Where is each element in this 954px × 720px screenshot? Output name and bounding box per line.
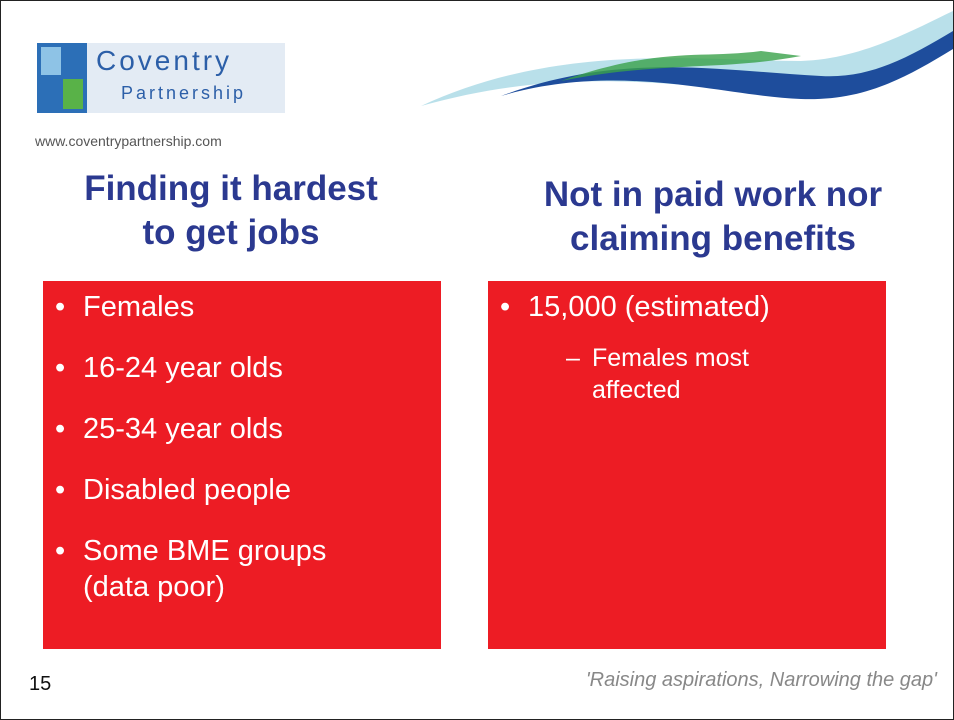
logo-url: www.coventrypartnership.com bbox=[35, 133, 222, 149]
bullet: • bbox=[55, 291, 66, 323]
text-line: Females most bbox=[592, 344, 749, 372]
bullet-item: • 25-34 year olds bbox=[55, 411, 283, 447]
logo-name: Coventry bbox=[96, 45, 233, 76]
tagline: 'Raising aspirations, Narrowing the gap' bbox=[585, 669, 937, 691]
content-box: • Females • 16-24 year olds • 25-34 year olds… bbox=[43, 281, 441, 649]
decor bbox=[37, 11, 953, 113]
bullet: • bbox=[55, 352, 66, 384]
bullet-item: • Females bbox=[55, 289, 195, 325]
bullet-item: • Some BME groups (data poor) bbox=[55, 533, 327, 605]
text-line: affected bbox=[592, 376, 681, 404]
column-heading: Finding it hardest to get jobs bbox=[1, 167, 461, 255]
text-line: to get jobs bbox=[142, 213, 320, 252]
text-line: 15,000 (estimated) bbox=[528, 291, 770, 323]
dash: – bbox=[566, 344, 580, 372]
bullet: • bbox=[55, 474, 66, 506]
logo-subname: Partnership bbox=[121, 83, 247, 103]
text-line: claiming benefits bbox=[570, 219, 856, 258]
text-line: 16-24 year olds bbox=[83, 352, 283, 384]
text-line: 25-34 year olds bbox=[83, 413, 283, 445]
text-line: Finding it hardest bbox=[84, 169, 378, 208]
bullet: • bbox=[55, 535, 66, 567]
bullet: • bbox=[55, 413, 66, 445]
bullet-item: • 15,000 (estimated) bbox=[500, 289, 770, 325]
text-line: (data poor) bbox=[83, 571, 225, 603]
text-line: Some BME groups bbox=[83, 535, 327, 567]
text-line: Disabled people bbox=[83, 474, 291, 506]
column-heading: Not in paid work nor claiming benefits bbox=[483, 173, 943, 261]
sub-item: – Females most affected bbox=[566, 342, 749, 406]
bullet: • bbox=[500, 291, 511, 323]
bullet-item: • 16-24 year olds bbox=[55, 350, 283, 386]
page-number: 15 bbox=[29, 673, 52, 695]
text-line: Females bbox=[83, 291, 195, 323]
bullet-item: • Disabled people bbox=[55, 472, 291, 508]
content-box: • 15,000 (estimated) – Females most affected bbox=[488, 281, 886, 649]
text-line: Not in paid work nor bbox=[543, 175, 883, 214]
